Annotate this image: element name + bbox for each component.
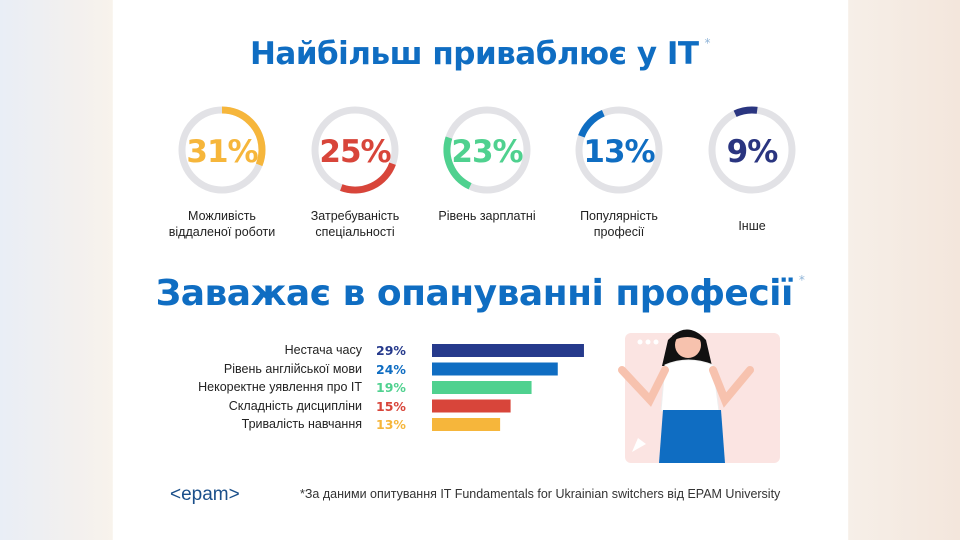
- donut-value: 25%: [319, 134, 391, 170]
- bar: [432, 344, 584, 357]
- donut-label: Рівень зарплатні: [438, 209, 536, 223]
- bar-category-label: Тривалість навчання: [241, 417, 362, 431]
- donut-label: Популярність професії: [580, 209, 658, 239]
- donut-value: 31%: [186, 134, 258, 170]
- donut-label: Інше: [738, 219, 766, 233]
- donut-value: 9%: [727, 134, 779, 170]
- donut-3: 23%: [443, 106, 531, 194]
- title-text: Найбільш приваблює у ІТ: [249, 36, 699, 72]
- bar: [432, 362, 558, 376]
- epam-logo: <epam>: [170, 484, 240, 505]
- title-text: Заважає в опануванні професії: [155, 273, 794, 314]
- bar-value-label: 29%: [376, 343, 406, 358]
- bar-category-label: Складність дисципліни: [228, 398, 362, 413]
- bar-category-label: Рівень англійської мови: [223, 361, 362, 376]
- bar: [432, 381, 532, 394]
- bar-category-label: Некоректне уявлення про ІТ: [198, 380, 362, 394]
- donut-track: [575, 106, 663, 194]
- bar-value-label: 13%: [376, 417, 406, 432]
- illustration: [618, 329, 780, 463]
- donut-value: 23%: [451, 134, 523, 170]
- donut-2: 25%: [311, 106, 399, 194]
- title-obstacles: Заважає в опануванні професії *: [0, 273, 960, 314]
- bar-value-label: 24%: [376, 361, 406, 377]
- donut-arc: [178, 106, 266, 194]
- bar: [432, 418, 501, 431]
- donut-arc: [311, 106, 399, 194]
- donut-label: Затребуваність спеціальності: [310, 209, 400, 239]
- title-attracts: Найбільш приваблює у ІТ *: [0, 36, 960, 72]
- donut-value: 13%: [583, 134, 655, 170]
- donut-label: Можливість віддаленої роботи: [168, 209, 276, 239]
- asterisk: *: [704, 36, 711, 50]
- bar-value-label: 19%: [376, 380, 406, 395]
- asterisk: *: [798, 273, 805, 287]
- bar-category-label: Нестача часу: [284, 343, 362, 357]
- donut-4: 13%: [575, 106, 663, 194]
- donut-arc: [708, 106, 796, 194]
- bar: [432, 399, 511, 413]
- footnote: *За даними опитування IT Fundamentals fo…: [300, 487, 781, 501]
- donut-arc: [443, 106, 531, 194]
- donut-5: 9%: [708, 106, 796, 194]
- donut-arc: [575, 106, 663, 194]
- bar-value-label: 15%: [376, 398, 406, 414]
- donut-1: 31%: [178, 106, 266, 194]
